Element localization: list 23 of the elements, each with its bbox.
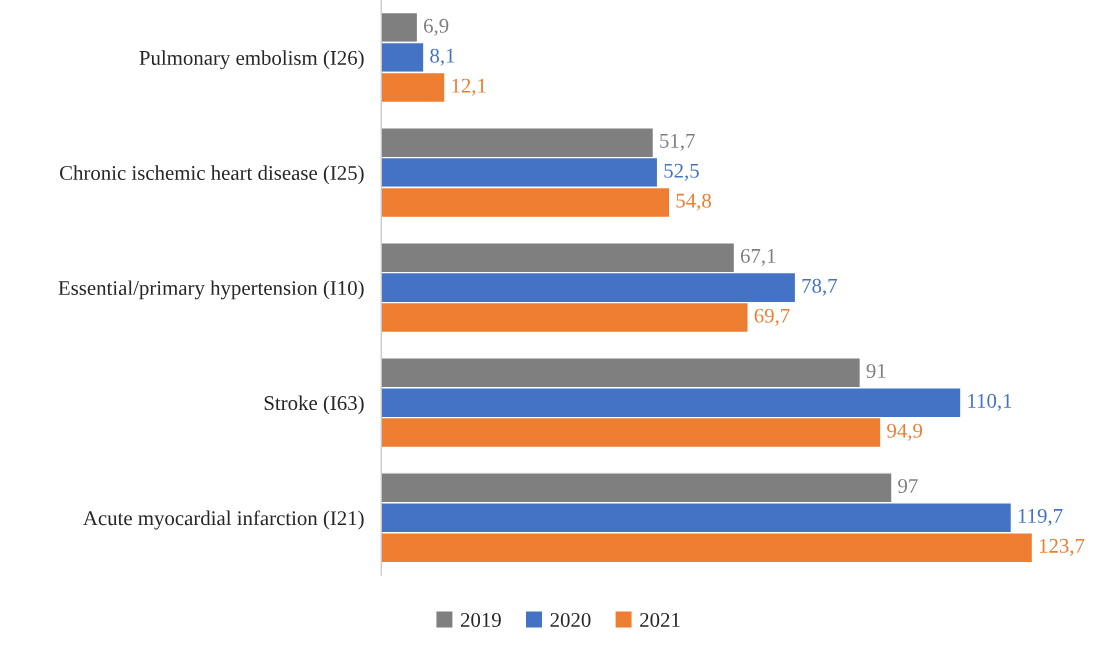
data-label: 78,7 [802,278,837,296]
y-tick-label: Acute myocardial infarction (I21) [83,510,364,530]
data-label: 12,1 [452,78,486,96]
y-tick-label: Chronic ischemic heart disease (I25) [59,165,364,185]
y-tick-label: Essential/primary hypertension (I10) [58,280,364,300]
data-label: 91 [866,363,886,378]
data-label: 67,1 [740,248,776,266]
data-label: 51,7 [660,133,695,151]
data-label: 94,9 [887,423,923,441]
data-label: 97 [898,479,918,494]
legend-label: 2020 [550,612,591,628]
data-label: 69,7 [754,308,790,326]
y-tick-label: Pulmonary embolism (I26) [139,50,364,70]
data-label: 119,7 [1018,508,1063,526]
legend-label: 2019 [460,612,501,628]
y-tick-label: Stroke (I63) [264,395,364,415]
data-label: 54,8 [676,193,711,211]
data-label: 8,1 [430,48,455,66]
legend-label: 2021 [640,612,680,628]
data-label: 123,7 [1039,538,1085,556]
data-label: 110,1 [968,393,1012,411]
data-label: 6,9 [424,18,449,36]
data-label: 52,5 [664,163,699,181]
